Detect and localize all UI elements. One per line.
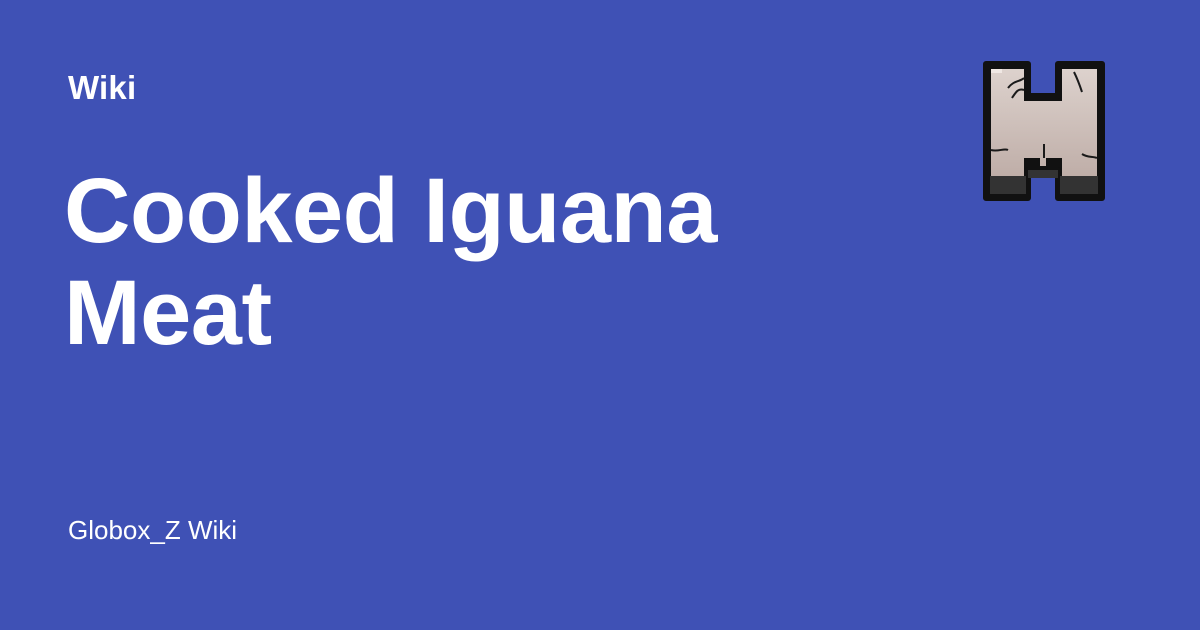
page-title: Cooked Iguana Meat: [64, 160, 717, 364]
section-label: Wiki: [68, 69, 137, 106]
site-name: Globox_Z Wiki: [68, 515, 238, 545]
wiki-logo-icon: [978, 58, 1110, 206]
